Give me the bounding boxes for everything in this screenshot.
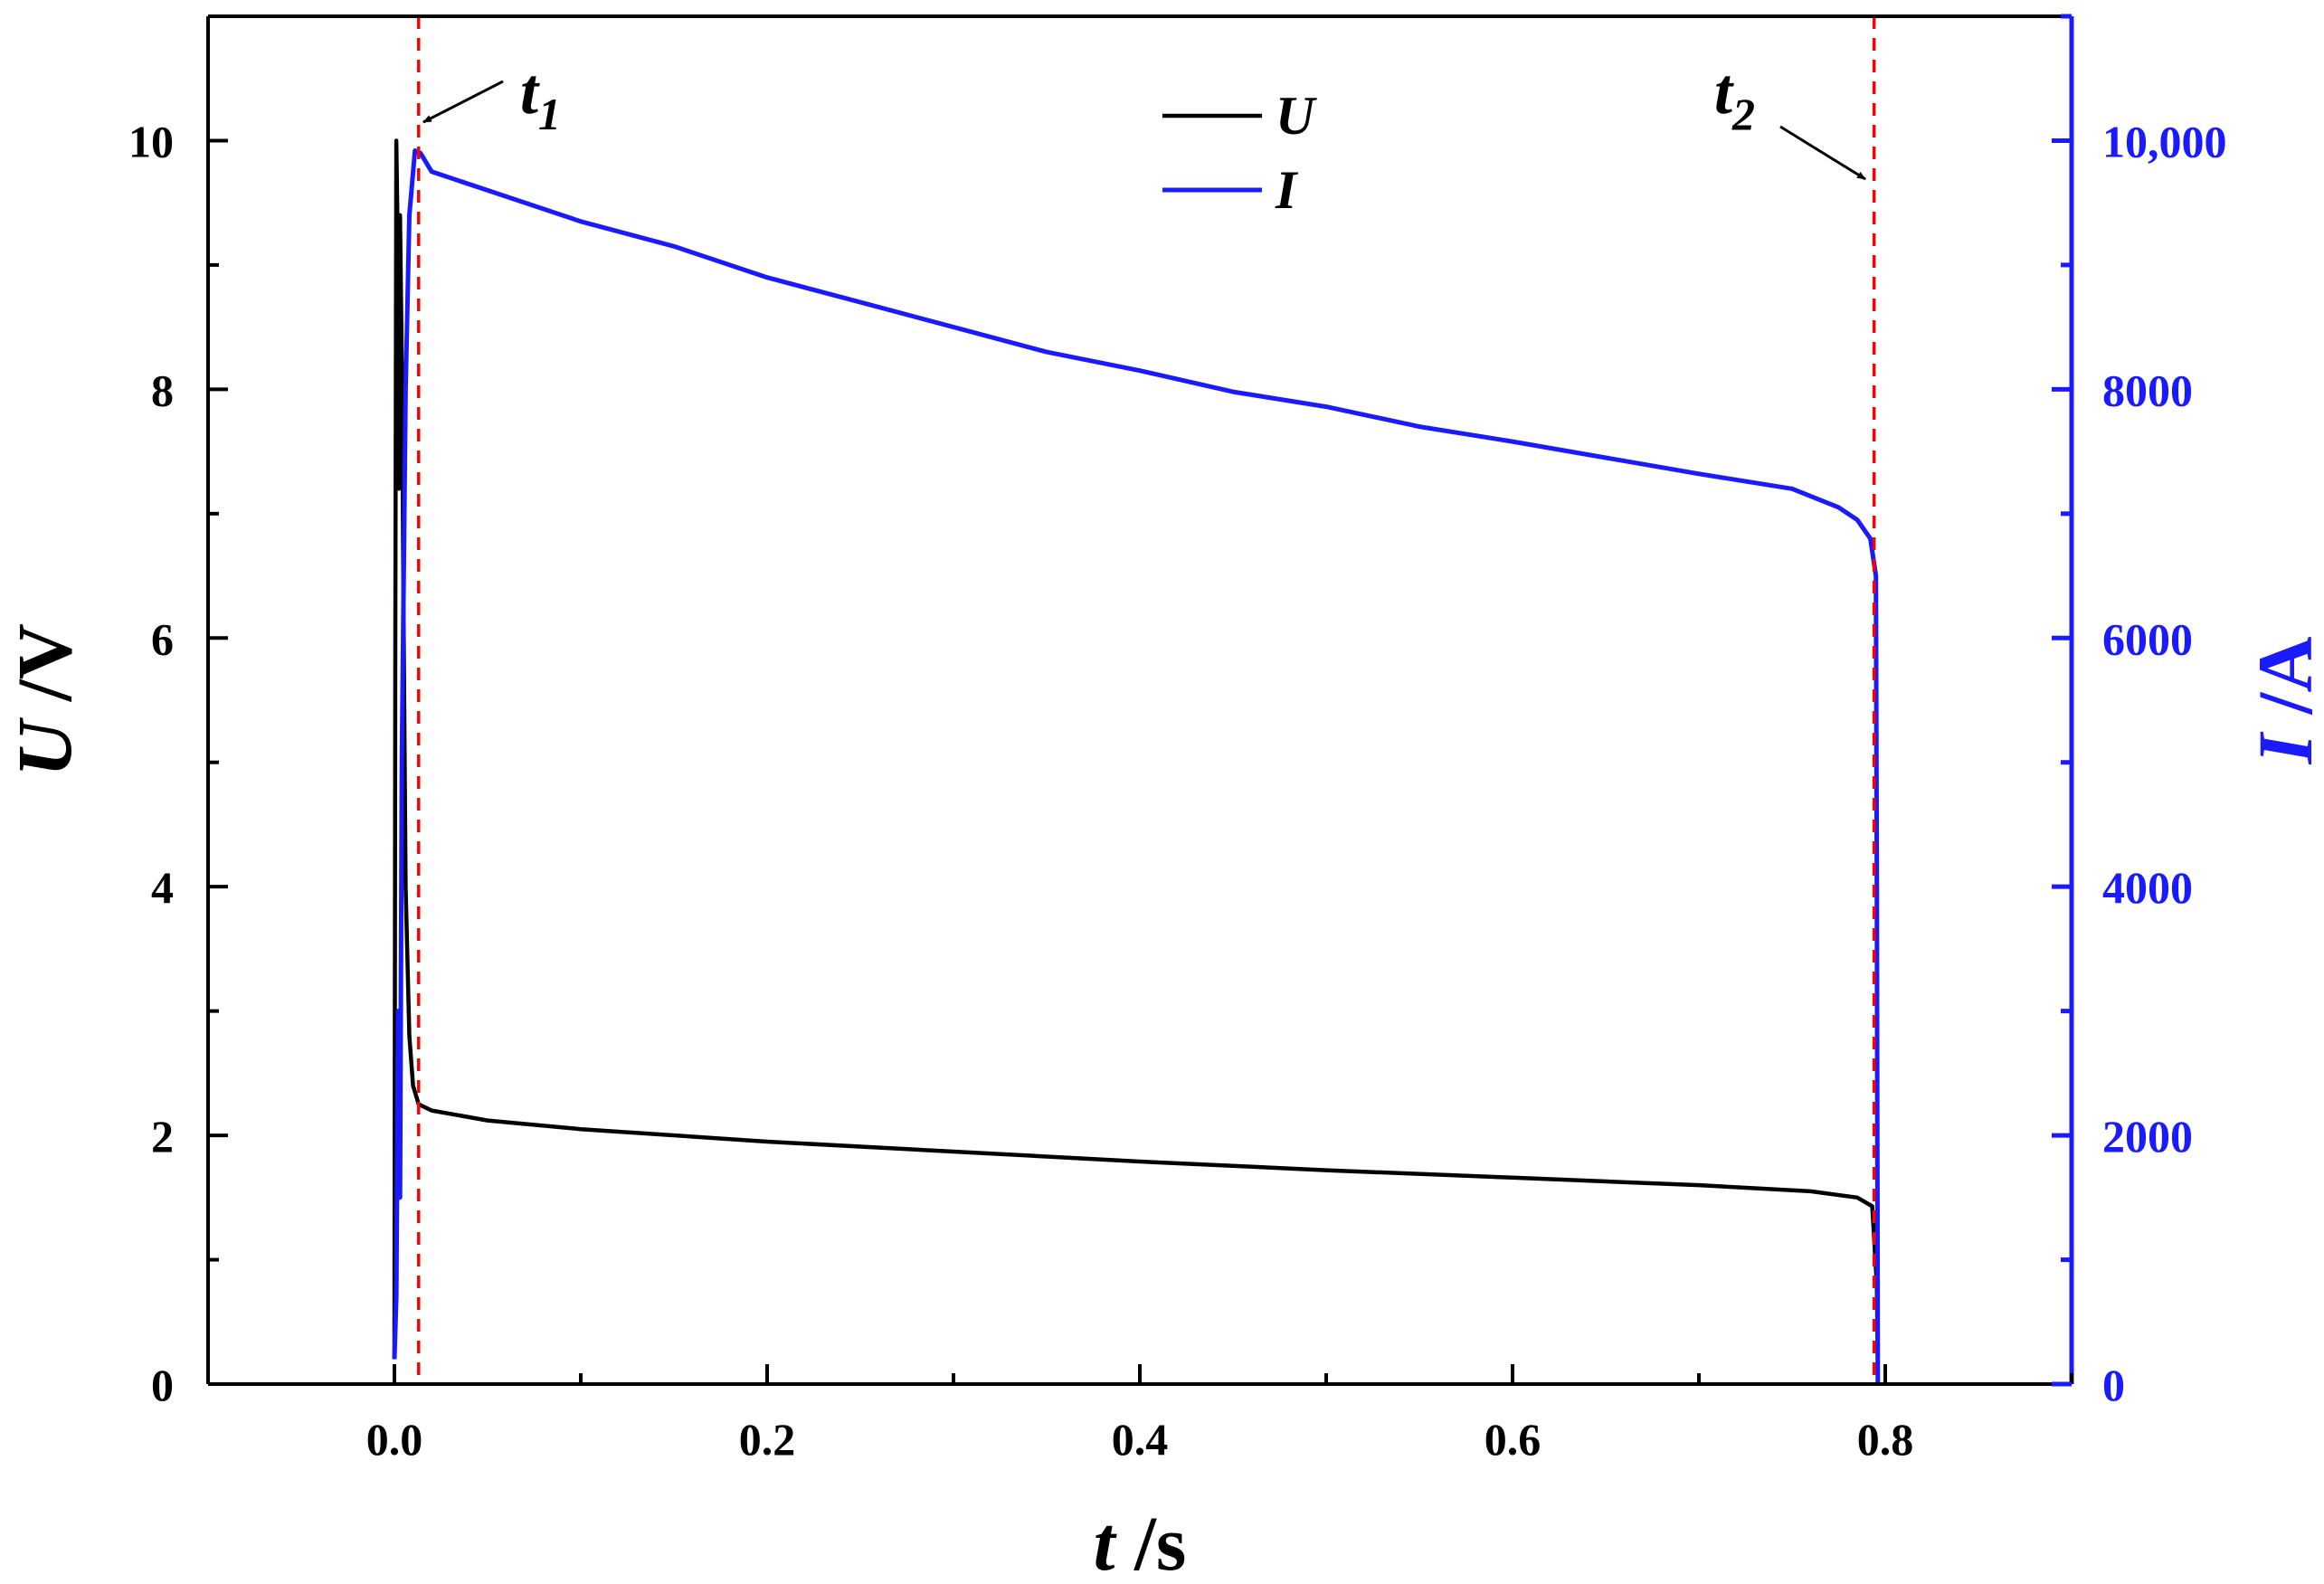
y-tick-label: 10 <box>128 116 174 166</box>
y2-tick-label: 0 <box>2102 1360 2125 1410</box>
legend-label-I: I <box>1275 160 1299 220</box>
y2-tick-label: 2000 <box>2102 1111 2193 1162</box>
annotation-arrow-t1 <box>422 80 504 124</box>
y-tick-label: 8 <box>151 365 174 415</box>
x-tick-label: 0.8 <box>1857 1414 1914 1465</box>
series-line-I <box>392 148 1881 1385</box>
y2-tick-label: 4000 <box>2102 862 2193 913</box>
series-layer <box>392 138 1881 1385</box>
x-axis-title-unit: /s <box>1115 1500 1187 1584</box>
annotation-t1: t1 <box>520 55 561 139</box>
annotation-t2-sub: 2 <box>1731 89 1755 139</box>
y2-axis-title-var: I <box>2242 731 2324 764</box>
x-axis-title: t /s <box>1094 1500 1187 1584</box>
x-tick-label: 0.0 <box>366 1414 423 1465</box>
y-tick-label: 0 <box>151 1360 174 1410</box>
y-axis-title-var: U <box>1 717 88 777</box>
x-tick-label: 0.4 <box>1112 1414 1169 1465</box>
annotation-arrow-t2 <box>1779 125 1866 181</box>
y-tick-label: 2 <box>151 1111 174 1162</box>
y-tick-label: 6 <box>151 613 174 664</box>
y2-tick-label: 10,000 <box>2102 116 2227 166</box>
y2-tick-label: 6000 <box>2102 613 2193 664</box>
legend: U I <box>1162 86 1317 220</box>
y2-axis-title: I /A <box>2242 637 2324 765</box>
y-axis-title: U /V <box>1 623 88 777</box>
tick-layer: 0.0 0.2 0.4 0.6 0.8 0 2 4 6 8 10 0 2000 4000 6000 8000 1… <box>128 14 2227 1465</box>
x-axis-title-var: t <box>1094 1500 1118 1584</box>
y2-tick-label: 8000 <box>2102 365 2193 415</box>
annotation-t2: t2 <box>1714 55 1755 139</box>
legend-label-U: U <box>1276 86 1317 146</box>
x-tick-label: 0.2 <box>739 1414 796 1465</box>
annotation-t2-var: t <box>1714 55 1734 128</box>
x-tick-label: 0.6 <box>1485 1414 1541 1465</box>
annotation-t1-var: t <box>520 55 540 128</box>
y-axis-title-unit: /V <box>1 623 88 721</box>
y-tick-label: 4 <box>151 862 174 913</box>
annotation-t1-sub: 1 <box>538 89 561 139</box>
series-line-U <box>392 138 1881 1366</box>
y2-axis-title-unit: /A <box>2242 637 2324 735</box>
